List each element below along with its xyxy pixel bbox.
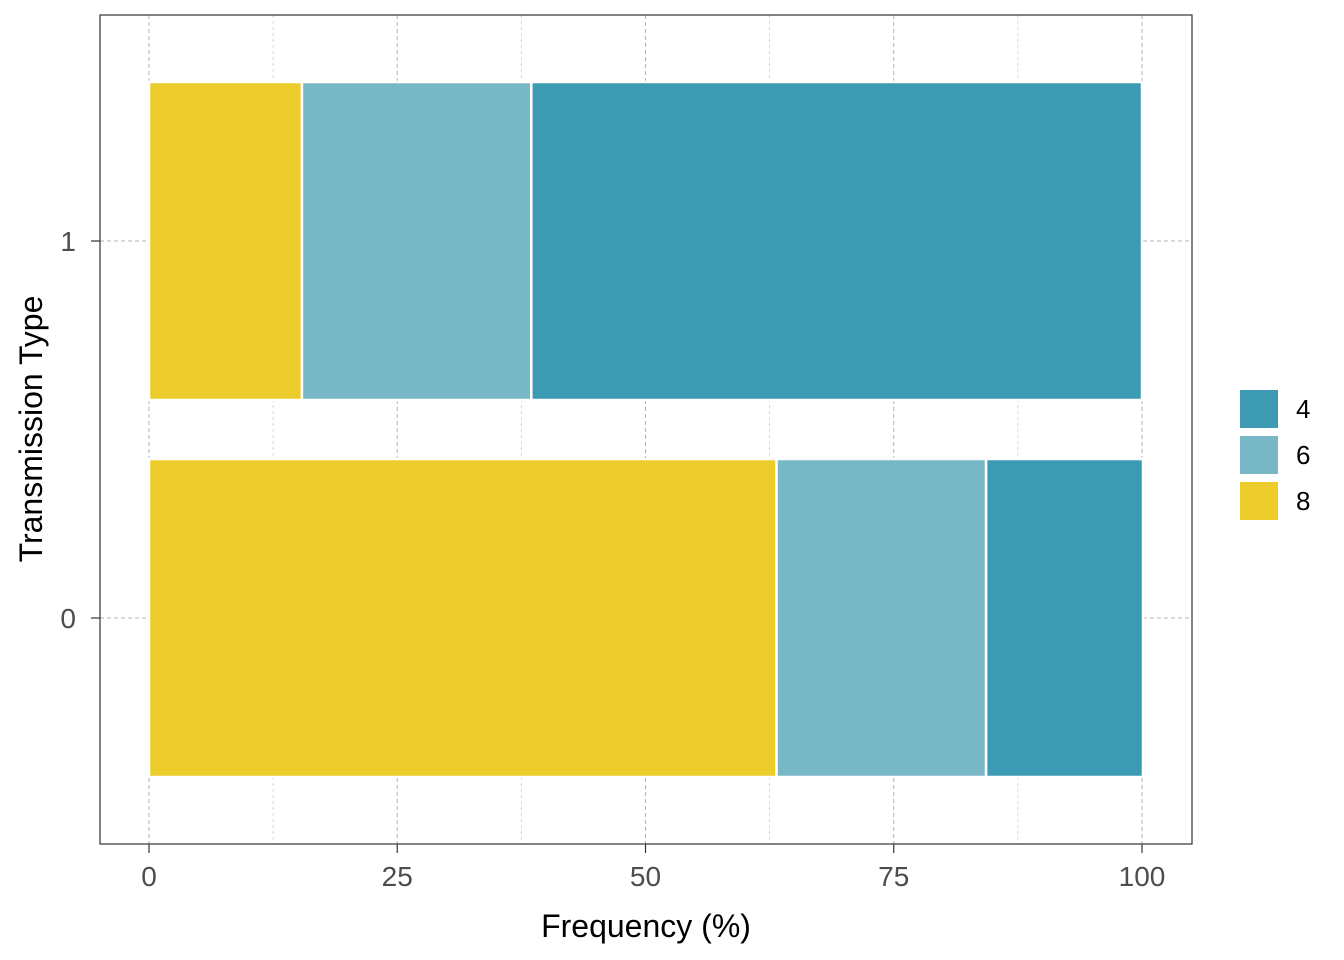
x-tick-label: 0 <box>141 861 157 892</box>
legend-key <box>1240 436 1278 474</box>
bars <box>147 80 1145 779</box>
legend-key <box>1240 390 1278 428</box>
y-tick-label: 0 <box>60 603 76 634</box>
x-axis-title: Frequency (%) <box>541 908 751 944</box>
bar-segment <box>147 80 304 402</box>
x-tick-label: 25 <box>382 861 413 892</box>
y-axis-title: Transmission Type <box>13 296 49 563</box>
bar-segment <box>147 457 778 779</box>
bar-segment <box>984 457 1145 779</box>
bar-segment <box>300 80 533 402</box>
bar-segment <box>775 457 988 779</box>
legend-label: 4 <box>1296 394 1310 424</box>
legend-label: 8 <box>1296 486 1310 516</box>
legend-key <box>1240 482 1278 520</box>
bar-segment <box>530 80 1144 402</box>
x-tick-label: 100 <box>1119 861 1166 892</box>
x-tick-label: 75 <box>878 861 909 892</box>
legend: 4 6 8 <box>1240 390 1310 520</box>
y-tick-label: 1 <box>60 226 76 257</box>
x-tick-label: 50 <box>630 861 661 892</box>
legend-label: 6 <box>1296 440 1310 470</box>
axes: 0 25 50 75 100 0 1 <box>60 226 1165 892</box>
